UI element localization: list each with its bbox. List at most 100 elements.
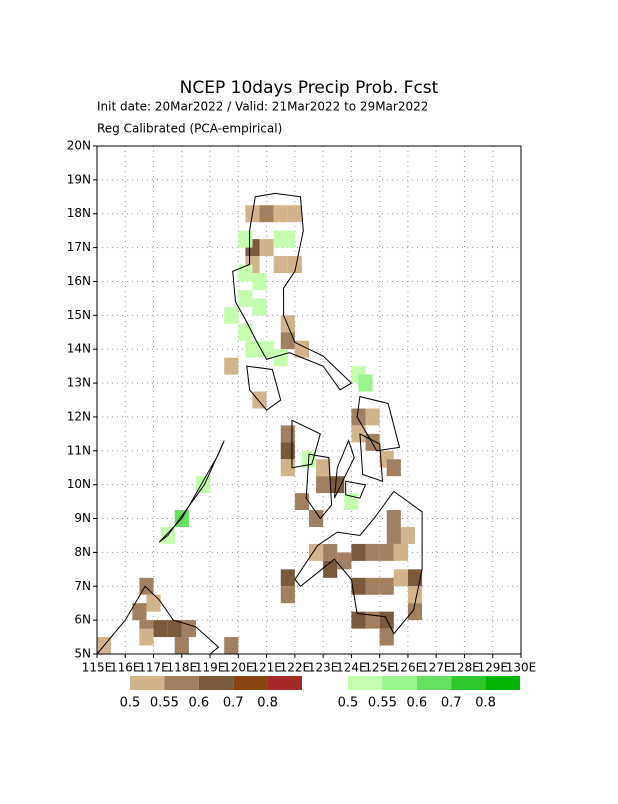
x-tick-label: 115E xyxy=(82,661,113,675)
coastline xyxy=(345,480,367,499)
legend-swatch xyxy=(416,676,452,690)
prob-cell xyxy=(132,603,147,621)
legend-swatch xyxy=(485,676,520,690)
prob-cell xyxy=(379,543,394,561)
x-tick-label: 128E xyxy=(449,661,480,675)
note: Reg Calibrated (PCA-empirical) xyxy=(97,122,282,136)
coastline xyxy=(246,365,282,411)
legend-label: 0.55 xyxy=(150,696,179,711)
prob-cell xyxy=(407,603,423,621)
prob-cell xyxy=(386,510,401,527)
prob-cell xyxy=(224,637,239,654)
prob-cell xyxy=(280,230,295,248)
coastline xyxy=(359,433,384,483)
legend-swatch xyxy=(164,676,199,690)
prob-cell xyxy=(224,306,239,324)
x-tick-label: 126E xyxy=(393,661,424,675)
x-tick-label: 124E xyxy=(336,661,367,675)
prob-cell xyxy=(365,408,380,426)
x-tick-label: 120E xyxy=(223,661,254,675)
prob-cell xyxy=(259,340,274,358)
legend-swatch xyxy=(348,676,383,690)
title: NCEP 10days Precip Prob. Fcst xyxy=(180,78,439,98)
y-tick-label: 19N xyxy=(67,172,91,186)
prob-cell xyxy=(393,569,408,587)
prob-cell xyxy=(252,273,267,290)
prob-cell xyxy=(407,586,423,604)
y-tick-label: 14N xyxy=(67,342,91,356)
prob-cell xyxy=(280,315,295,333)
coastline xyxy=(95,585,220,655)
coastline xyxy=(158,440,225,543)
legend-label: 0.8 xyxy=(475,696,496,711)
x-tick-label: 125E xyxy=(364,661,395,675)
plot-frame xyxy=(96,145,522,655)
prob-cell xyxy=(337,552,352,570)
y-tick-label: 10N xyxy=(67,477,91,491)
legend-swatch xyxy=(382,676,417,690)
prob-cell xyxy=(238,230,253,248)
x-tick-label: 130E xyxy=(506,661,537,675)
prob-cell xyxy=(316,459,331,477)
coastline xyxy=(305,453,333,520)
prob-cell xyxy=(167,620,182,638)
prob-cell xyxy=(280,569,295,587)
y-tick-label: 7N xyxy=(74,579,91,593)
y-tick-label: 11N xyxy=(67,443,91,457)
prob-cell xyxy=(287,205,302,223)
prob-cell xyxy=(280,332,295,350)
prob-cell xyxy=(139,628,154,646)
x-tick-label: 119E xyxy=(195,661,226,675)
prob-cell xyxy=(181,620,196,638)
prob-cell xyxy=(245,340,260,358)
x-tick-label: 116E xyxy=(110,661,141,675)
coastline xyxy=(291,419,321,469)
prob-cell xyxy=(351,408,366,426)
legend-label: 0.7 xyxy=(223,696,244,711)
prob-cell xyxy=(252,298,267,316)
subtitle: Init date: 20Mar2022 / Valid: 21Mar2022 … xyxy=(97,100,428,114)
prob-cell xyxy=(309,510,324,527)
y-tick-label: 5N xyxy=(74,647,91,661)
legend-label: 0.5 xyxy=(120,696,141,711)
x-tick-label: 123E xyxy=(308,661,339,675)
prob-cell xyxy=(273,256,288,273)
y-tick-label: 20N xyxy=(67,139,91,153)
prob-cell xyxy=(259,239,274,257)
y-tick-label: 8N xyxy=(74,545,91,559)
prob-cell xyxy=(280,459,295,477)
prob-cell xyxy=(323,560,338,578)
legend-label: 0.7 xyxy=(441,696,462,711)
legend-label: 0.8 xyxy=(257,696,278,711)
prob-cell xyxy=(358,374,373,392)
prob-cell xyxy=(316,476,331,494)
y-tick-label: 13N xyxy=(67,376,91,390)
legend-swatch xyxy=(198,676,234,690)
prob-cell xyxy=(259,205,274,223)
legend-label: 0.55 xyxy=(368,696,397,711)
x-tick-label: 129E xyxy=(477,661,508,675)
y-tick-label: 12N xyxy=(67,409,91,423)
prob-cell xyxy=(407,569,423,587)
prob-cell xyxy=(379,628,394,646)
coastline xyxy=(333,439,355,499)
prob-cell xyxy=(365,433,380,451)
prob-cell xyxy=(280,425,295,443)
prob-cell xyxy=(146,594,161,612)
prob-cell xyxy=(351,611,366,629)
legend-swatch xyxy=(451,676,486,690)
prob-cell xyxy=(280,442,295,460)
prob-cell xyxy=(365,543,380,561)
prob-cell xyxy=(273,349,288,367)
y-tick-label: 9N xyxy=(74,511,91,525)
prob-cell xyxy=(238,323,253,341)
prob-cell xyxy=(309,543,324,561)
legend-swatch xyxy=(130,676,165,690)
y-tick-label: 16N xyxy=(67,274,91,288)
prob-cell xyxy=(386,459,401,477)
legend-swatch xyxy=(267,676,302,690)
prob-cell xyxy=(280,586,295,604)
